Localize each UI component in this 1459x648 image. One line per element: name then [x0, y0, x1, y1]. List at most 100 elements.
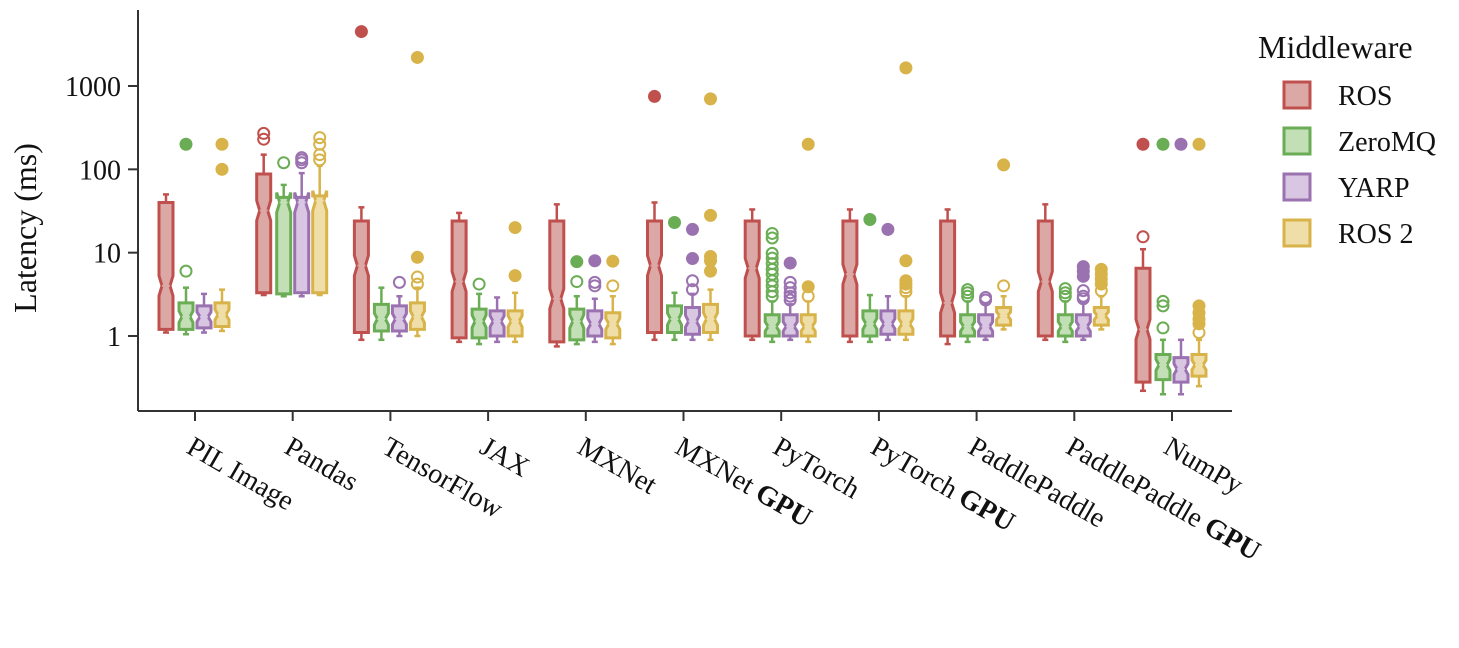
box-ros — [939, 208, 957, 346]
box-yarp — [488, 296, 506, 344]
outlier-point — [1058, 282, 1072, 296]
legend-swatch — [1282, 80, 1312, 110]
far-outlier-point — [1192, 137, 1206, 151]
box-ros — [255, 126, 273, 297]
outlier-point — [686, 274, 699, 288]
outlier-point — [277, 156, 291, 170]
x-tick-label-text: PyTorch — [865, 431, 968, 509]
box-ros — [743, 208, 761, 342]
box-body — [743, 219, 761, 338]
legend-swatch — [1282, 126, 1312, 156]
box-body — [939, 219, 957, 338]
box-body — [450, 219, 468, 340]
box-body — [841, 219, 859, 338]
far-outlier-point — [570, 255, 584, 269]
outlier-point — [1076, 284, 1090, 298]
far-outlier-point — [648, 89, 661, 103]
outlier-point — [392, 275, 406, 289]
far-outlier-point — [881, 222, 895, 236]
far-outlier-point — [863, 213, 877, 227]
box-zeromq — [568, 255, 586, 346]
outlier-point — [961, 283, 975, 297]
y-tick-label: 1000 — [65, 72, 121, 103]
far-outlier-point — [686, 222, 699, 236]
box-yarp — [977, 290, 995, 342]
legend-label: YARP — [1338, 173, 1410, 204]
box-yarp — [781, 256, 799, 342]
box-ros — [548, 203, 566, 348]
outlier-point — [765, 246, 779, 260]
far-outlier-point — [899, 61, 913, 75]
far-outlier-point — [1094, 262, 1108, 276]
box-ros-2 — [213, 137, 231, 333]
far-outlier-point — [410, 250, 424, 264]
far-outlier-point — [899, 274, 913, 288]
box-zeromq — [275, 156, 293, 298]
far-outlier-point — [508, 221, 522, 235]
far-outlier-point — [801, 137, 815, 151]
legend-label: ZeroMQ — [1338, 127, 1436, 158]
box-body — [763, 313, 781, 338]
outlier-point — [410, 277, 424, 291]
outlier-point — [570, 275, 584, 289]
box-yarp — [879, 222, 897, 342]
outlier-point — [1156, 294, 1170, 308]
box-yarp — [1172, 137, 1190, 396]
outlier-point — [295, 151, 309, 165]
plot-area — [157, 25, 1208, 396]
box-ros — [352, 25, 370, 342]
far-outlier-point — [354, 25, 368, 39]
box-body — [1074, 313, 1092, 338]
legend: Middleware ROS ZeroMQ YARP ROS 2 — [1258, 29, 1436, 250]
box-body — [255, 172, 273, 295]
outlier-point — [765, 251, 779, 265]
box-ros — [841, 208, 859, 344]
x-tick-label: MXNet — [572, 431, 662, 501]
box-body — [897, 309, 915, 336]
outlier-point — [313, 137, 327, 151]
outlier-point — [783, 275, 797, 289]
legend-title: Middleware — [1258, 29, 1413, 65]
far-outlier-point — [508, 269, 522, 283]
box-body — [1056, 313, 1074, 338]
y-tick-label: 10 — [93, 239, 121, 270]
outlier-point — [606, 279, 620, 293]
far-outlier-point — [997, 158, 1011, 172]
box-ros-2 — [408, 50, 426, 338]
outlier-point — [257, 132, 271, 146]
box-zeromq — [763, 226, 781, 344]
box-zeromq — [959, 283, 977, 344]
far-outlier-point — [606, 254, 620, 268]
outlier-point — [997, 279, 1011, 293]
outlier-point — [1156, 299, 1170, 313]
box-yarp — [293, 151, 311, 298]
far-outlier-point — [704, 249, 717, 263]
box-body — [646, 219, 663, 335]
far-outlier-point — [899, 254, 913, 268]
x-tick-label: PIL Image — [182, 431, 300, 517]
box-body — [977, 313, 995, 338]
outlier-point — [313, 153, 327, 167]
outlier-point — [472, 277, 486, 291]
box-zeromq — [861, 213, 879, 344]
box-ros-2 — [799, 137, 817, 344]
far-outlier-point — [704, 92, 717, 106]
box-zeromq — [372, 286, 390, 342]
box-body — [1036, 219, 1054, 338]
outlier-point — [783, 281, 797, 295]
outlier-point — [1156, 321, 1170, 335]
outlier-point — [179, 264, 193, 278]
outlier-point — [410, 270, 424, 284]
box-ros-2 — [1092, 262, 1110, 331]
outlier-point — [783, 293, 797, 307]
far-outlier-point — [179, 137, 193, 151]
far-outlier-point — [588, 254, 602, 268]
box-body — [506, 309, 524, 338]
box-body — [959, 313, 977, 338]
box-body — [568, 307, 586, 342]
box-ros-2 — [995, 158, 1013, 331]
box-ros — [646, 89, 663, 342]
y-axis-title: Latency (ms) — [7, 143, 43, 313]
axes: Latency (ms) — [7, 10, 1232, 412]
